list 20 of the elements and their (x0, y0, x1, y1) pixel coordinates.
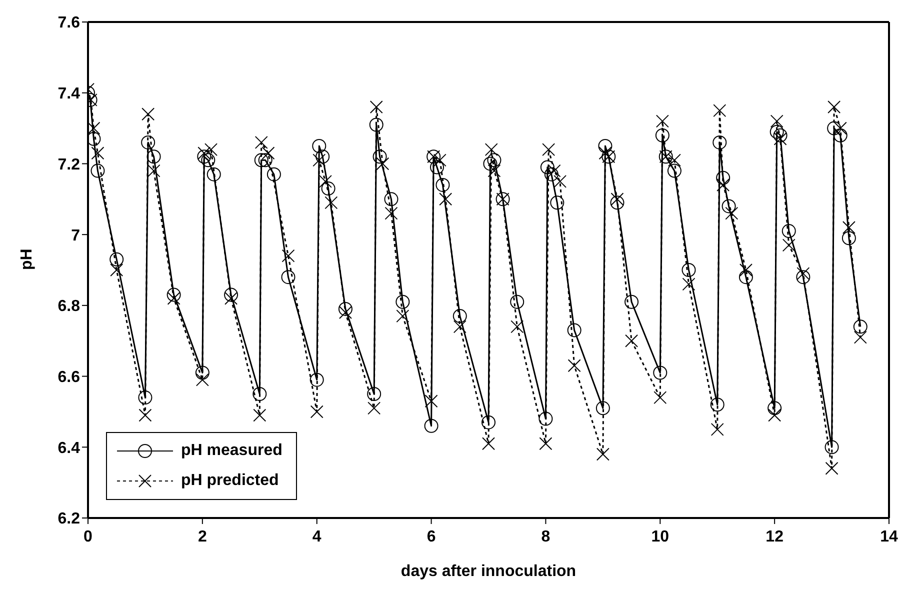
y-tick-label: 6.6 (58, 368, 80, 386)
y-tick-label: 6.8 (58, 298, 80, 316)
y-tick-label: 7 (71, 227, 80, 244)
x-axis-title: days after innoculation (400, 563, 576, 580)
y-axis-title: pH (18, 248, 36, 270)
x-tick-label: 8 (541, 528, 550, 546)
x-tick-label: 2 (198, 528, 207, 546)
x-tick-label: 10 (651, 528, 670, 546)
legend-label: pH predicted (181, 472, 279, 490)
y-tick-label: 7.4 (58, 86, 80, 103)
x-tick-label: 0 (84, 528, 93, 546)
y-tick-label: 7.2 (58, 156, 80, 174)
x-tick-label: 14 (880, 528, 898, 546)
y-tick-label: 7.6 (58, 14, 80, 32)
y-tick-label: 6.4 (58, 440, 80, 457)
x-tick-label: 4 (312, 528, 322, 546)
x-tick-label: 6 (426, 528, 436, 546)
legend-label: pH measured (181, 442, 282, 460)
x-tick-label: 12 (766, 528, 784, 546)
y-tick-label: 6.2 (58, 510, 80, 528)
